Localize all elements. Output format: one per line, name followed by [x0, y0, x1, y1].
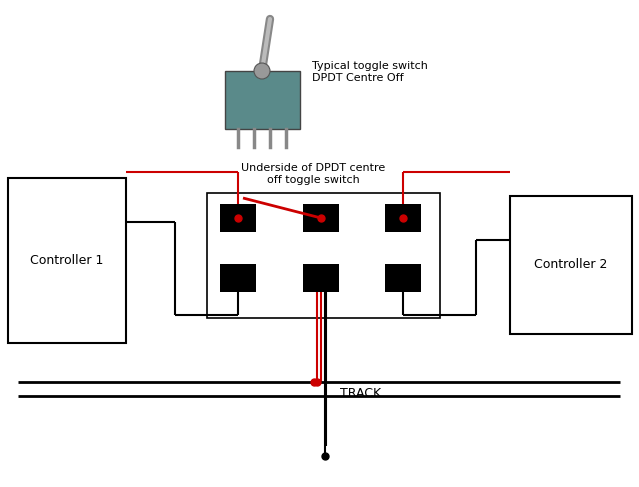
Text: Controller 2: Controller 2 — [534, 259, 608, 271]
Text: Typical toggle switch
DPDT Centre Off: Typical toggle switch DPDT Centre Off — [312, 61, 428, 83]
Text: Underside of DPDT centre
off toggle switch: Underside of DPDT centre off toggle swit… — [242, 164, 385, 185]
Bar — [385, 264, 421, 292]
Bar — [207, 193, 440, 318]
Bar — [303, 204, 339, 232]
Bar — [225, 71, 300, 129]
Circle shape — [254, 63, 270, 79]
Bar — [510, 196, 632, 334]
Bar — [385, 204, 421, 232]
Text: TRACK: TRACK — [340, 387, 381, 400]
Bar — [303, 264, 339, 292]
Text: Controller 1: Controller 1 — [30, 254, 104, 267]
Bar — [220, 204, 256, 232]
Bar — [8, 178, 126, 343]
Bar — [220, 264, 256, 292]
